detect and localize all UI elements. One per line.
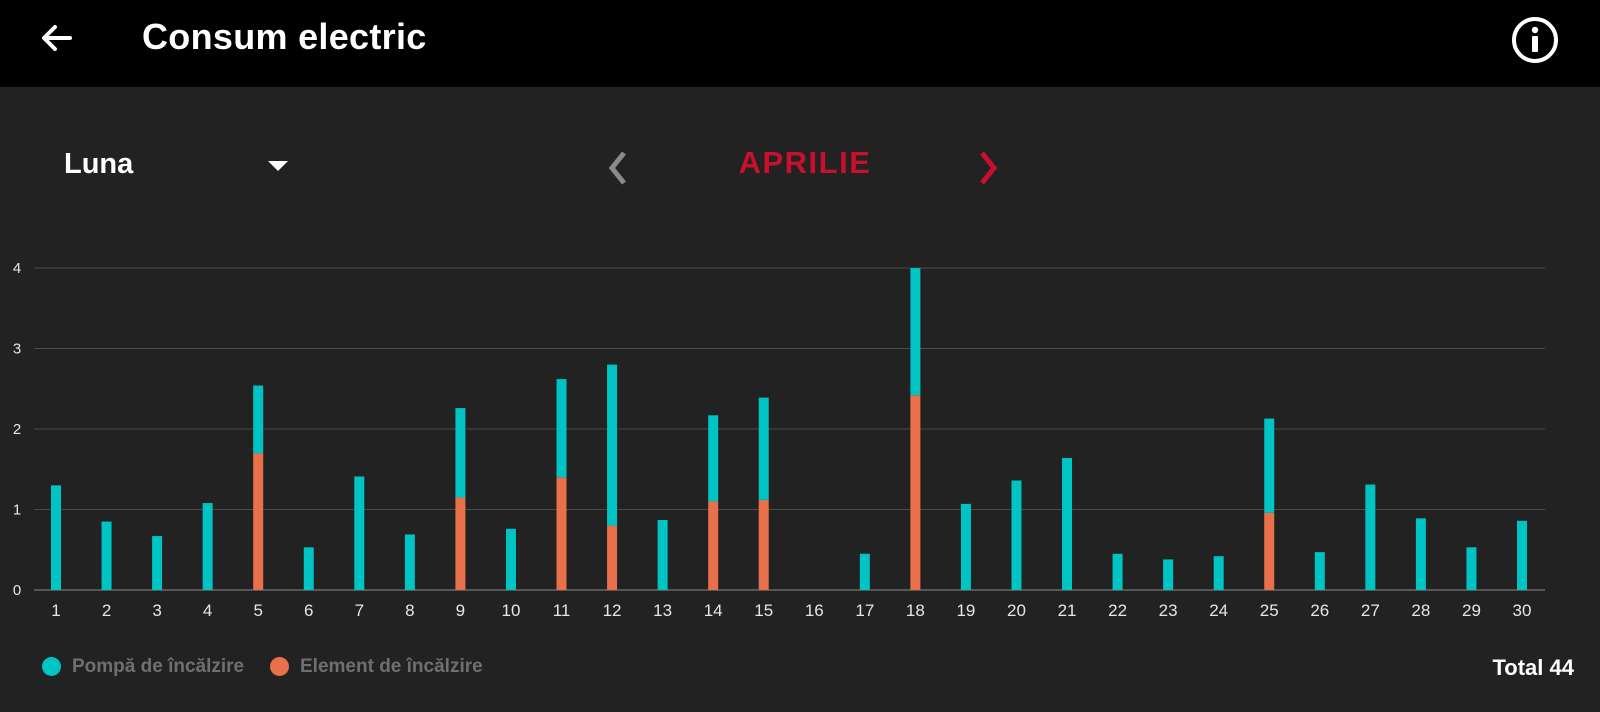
bar-pump	[455, 408, 466, 498]
x-tick-label: 8	[405, 601, 414, 620]
x-tick-label: 21	[1058, 601, 1077, 620]
bar-pump	[253, 385, 264, 454]
bar-element	[607, 525, 618, 590]
bar-pump	[202, 503, 213, 590]
x-tick-label: 15	[754, 601, 773, 620]
x-tick-label: 1	[51, 601, 60, 620]
app-bar: Consum electric	[0, 0, 1600, 87]
period-dropdown-label: Luna	[64, 148, 134, 180]
bar-pump	[1466, 547, 1477, 590]
bar-pump	[1112, 553, 1123, 590]
bar-pump	[303, 547, 314, 590]
current-month: APRILIE	[738, 145, 872, 180]
x-tick-label: 4	[203, 601, 212, 620]
bar-pump	[354, 476, 365, 590]
x-tick-label: 14	[704, 601, 723, 620]
x-tick-label: 22	[1108, 601, 1127, 620]
legend-dot-pump	[42, 657, 61, 676]
bar-pump	[1062, 457, 1073, 590]
bar-pump	[758, 397, 769, 500]
x-tick-label: 16	[805, 601, 824, 620]
total-consumption: Total 44	[1492, 655, 1574, 680]
x-tick-label: 19	[956, 601, 975, 620]
bar-element	[758, 499, 769, 590]
caret-down-icon	[268, 161, 288, 171]
x-tick-label: 30	[1513, 601, 1532, 620]
bar-pump	[1365, 484, 1376, 590]
period-dropdown[interactable]: Luna	[64, 145, 304, 187]
chevron-right-icon	[980, 151, 998, 185]
y-tick-label: 2	[13, 421, 21, 438]
bar-pump	[859, 553, 870, 590]
bar-pump	[1314, 552, 1325, 590]
bar-pump	[51, 485, 61, 590]
bar-pump	[607, 364, 618, 526]
x-tick-label: 12	[603, 601, 622, 620]
bar-pump	[404, 534, 415, 590]
x-tick-label: 7	[355, 601, 364, 620]
y-tick-label: 0	[13, 582, 21, 599]
x-tick-label: 29	[1462, 601, 1481, 620]
arrow-left-icon	[42, 25, 72, 51]
bar-pump	[708, 415, 719, 502]
bar-pump	[1517, 520, 1527, 590]
bar-pump	[1264, 418, 1275, 513]
x-tick-label: 5	[253, 601, 262, 620]
chart-grid	[34, 267, 1545, 591]
bar-pump	[1163, 559, 1174, 590]
legend-dot-element	[270, 657, 289, 676]
x-tick-label: 24	[1209, 601, 1228, 620]
bar-pump	[657, 519, 668, 590]
x-tick-label: 11	[553, 601, 571, 620]
chevron-left-icon	[608, 151, 626, 185]
y-tick-label: 3	[13, 341, 21, 358]
x-tick-label: 28	[1411, 601, 1430, 620]
bar-element	[708, 501, 719, 590]
info-circle-icon	[1512, 17, 1558, 63]
bar-pump	[101, 521, 112, 590]
x-tick-label: 9	[456, 601, 465, 620]
x-tick-label: 27	[1361, 601, 1380, 620]
x-tick-label: 3	[152, 601, 161, 620]
x-tick-label: 26	[1310, 601, 1329, 620]
bar-pump	[505, 528, 516, 590]
bar-pump	[556, 379, 567, 478]
page-title: Consum electric	[142, 16, 427, 57]
x-tick-label: 20	[1007, 601, 1026, 620]
back-button[interactable]	[34, 18, 78, 62]
x-tick-label: 6	[304, 601, 313, 620]
next-month-button[interactable]	[970, 148, 1006, 188]
bar-pump	[1213, 556, 1224, 590]
bar-pump	[152, 536, 163, 590]
x-tick-label: 18	[906, 601, 925, 620]
chart-bars	[51, 268, 1527, 590]
bar-pump	[910, 268, 921, 396]
legend-label-element: Element de încălzire	[300, 656, 483, 677]
x-tick-label: 2	[102, 601, 111, 620]
bar-pump	[1011, 480, 1022, 590]
bar-pump	[1415, 518, 1426, 590]
x-tick-label: 25	[1260, 601, 1279, 620]
bar-element	[556, 477, 567, 590]
x-tick-label: 10	[502, 601, 521, 620]
legend-label-pump: Pompă de încălzire	[72, 656, 245, 677]
y-tick-label: 4	[13, 260, 21, 277]
info-button[interactable]	[1510, 15, 1560, 65]
bar-pump	[960, 503, 971, 590]
x-tick-label: 23	[1159, 601, 1178, 620]
x-tick-label: 13	[653, 601, 672, 620]
bar-element	[910, 395, 921, 590]
y-tick-label: 1	[13, 502, 21, 519]
bar-element	[253, 453, 264, 590]
previous-month-button[interactable]	[600, 148, 636, 188]
bar-element	[1264, 512, 1275, 590]
x-tick-label: 17	[855, 601, 874, 620]
bar-element	[455, 497, 466, 590]
